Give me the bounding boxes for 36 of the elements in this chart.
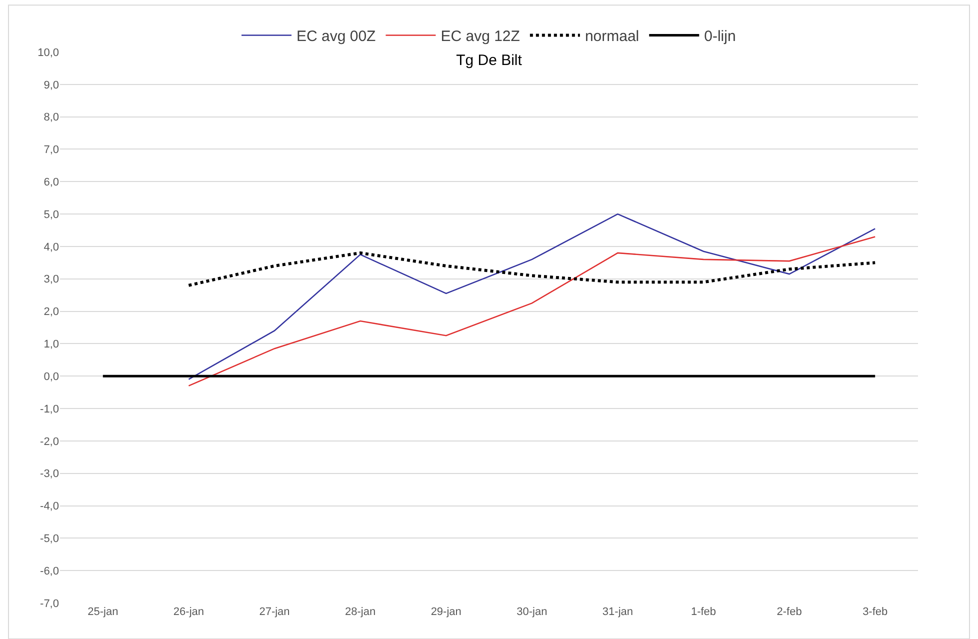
x-tick-label: 29-jan — [430, 606, 462, 618]
line-series — [187, 251, 877, 287]
y-tick-label: 9,0 — [44, 79, 59, 92]
legend-label: 0-lijn — [704, 28, 736, 46]
y-tick-label: 8,0 — [44, 112, 59, 124]
y-tick-label: 5,0 — [44, 208, 59, 221]
x-tick-label: 30-jan — [516, 606, 548, 618]
y-tick-label: 4,0 — [44, 241, 59, 254]
legend-label: EC avg 00Z — [296, 28, 376, 46]
y-tick-label: -3,0 — [40, 468, 59, 480]
legend-label: EC avg 12Z — [440, 28, 520, 46]
chart-title: Tg De Bilt — [456, 52, 523, 69]
y-tick-label: -7,0 — [40, 598, 59, 610]
y-tick-label: -5,0 — [40, 533, 59, 546]
y-tick-label: -2,0 — [40, 436, 59, 448]
x-tick-label: 1-feb — [690, 606, 716, 618]
y-tick-label: 10,0 — [38, 46, 59, 59]
y-tick-label: -1,0 — [40, 403, 59, 416]
x-tick-label: 25-jan — [88, 606, 118, 618]
x-tick-label: 3-feb — [862, 606, 888, 618]
y-tick-label: 2,0 — [44, 306, 59, 318]
x-tick-label: 27-jan — [259, 606, 290, 618]
y-tick-label: 3,0 — [44, 274, 59, 286]
x-tick-label: 26-jan — [173, 606, 204, 618]
x-tick-label: 2-feb — [776, 606, 802, 618]
x-tick-label: 31-jan — [602, 606, 633, 618]
y-tick-label: 6,0 — [44, 176, 59, 188]
legend-label: normaal — [584, 28, 640, 46]
y-tick-label: 0,0 — [44, 370, 59, 383]
line-series — [188, 236, 876, 386]
y-tick-label: -6,0 — [40, 565, 59, 578]
y-tick-label: 1,0 — [44, 338, 59, 351]
line-series — [188, 213, 876, 380]
y-tick-label: -4,0 — [40, 500, 59, 513]
y-tick-label: 7,0 — [44, 144, 59, 156]
x-tick-label: 28-jan — [345, 606, 376, 618]
